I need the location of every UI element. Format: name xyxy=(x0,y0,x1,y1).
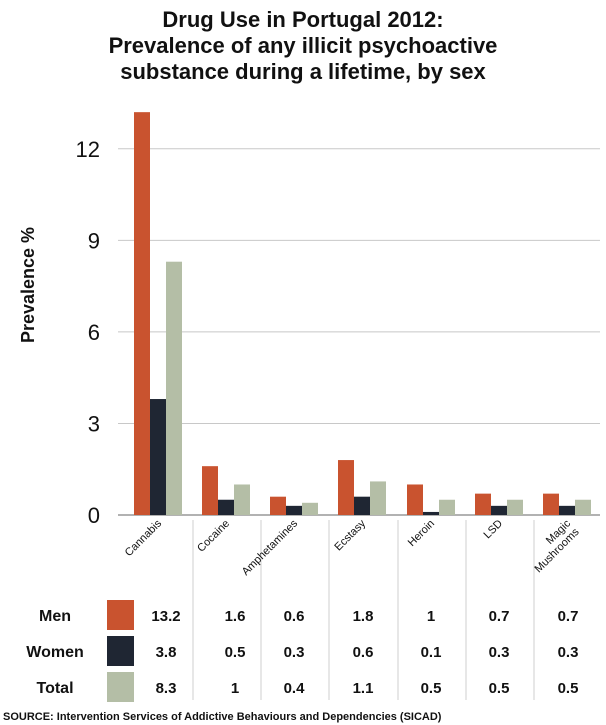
x-tick-label: Cocaine xyxy=(195,518,232,555)
x-tick-label: Heroin xyxy=(406,518,437,549)
bar-total xyxy=(166,261,182,515)
table-cell: 0.5 xyxy=(558,680,579,697)
bars xyxy=(134,112,591,516)
bar-women xyxy=(559,505,575,515)
legend-label-men: Men xyxy=(39,608,71,625)
chart-title-line: Prevalence of any illicit psychoactive xyxy=(109,33,498,58)
table-cell: 3.8 xyxy=(156,644,177,661)
table-cell: 8.3 xyxy=(156,680,177,697)
legend-label-women: Women xyxy=(26,644,83,661)
x-tick-label: Ecstasy xyxy=(332,517,368,553)
table-cell: 13.2 xyxy=(151,608,180,625)
x-tick-label: MagicMushrooms xyxy=(524,517,582,575)
chart-title-line: Drug Use in Portugal 2012: xyxy=(162,7,443,32)
table-cell: 1.8 xyxy=(353,608,374,625)
table-cell: 0.4 xyxy=(284,680,306,697)
bar-women xyxy=(150,399,166,515)
bar-total xyxy=(575,499,591,515)
table-cell: 0.3 xyxy=(489,644,510,661)
x-tick-label: LSD xyxy=(481,518,505,542)
table-cell: 0.3 xyxy=(558,644,579,661)
y-tick-label: 9 xyxy=(88,228,100,253)
x-tick-label: Cannabis xyxy=(123,517,165,559)
table-cell: 0.3 xyxy=(284,644,305,661)
bar-total xyxy=(234,484,250,515)
y-tick-label: 6 xyxy=(88,320,100,345)
table-cell: 0.1 xyxy=(421,644,442,661)
table-cell: 0.7 xyxy=(489,608,510,625)
y-tick-label: 0 xyxy=(88,503,100,528)
bar-men xyxy=(475,493,491,515)
table-cell: 0.5 xyxy=(225,644,246,661)
bar-men xyxy=(338,460,354,515)
bar-men xyxy=(134,112,150,516)
y-tick-label: 3 xyxy=(88,411,100,436)
bar-men xyxy=(270,496,286,515)
table-cell: 1.1 xyxy=(353,680,374,697)
table-cell: 1 xyxy=(427,608,435,625)
y-tick-label: 12 xyxy=(76,137,100,162)
data-table: Men 13.2 1.6 0.6 1.8 1 0.7 0.7 Women 3.8 0.5 0.3 0.6… xyxy=(26,600,578,702)
table-cell: 0.6 xyxy=(284,608,305,625)
bar-total xyxy=(507,499,523,515)
chart-title: Drug Use in Portugal 2012:Prevalence of … xyxy=(109,7,498,84)
gridlines xyxy=(118,148,600,516)
table-cell: 0.7 xyxy=(558,608,579,625)
bar-women xyxy=(354,496,370,515)
x-tick-label: Amphetamines xyxy=(240,517,301,578)
table-cell: 0.5 xyxy=(489,680,510,697)
legend-swatch-total xyxy=(107,672,134,702)
bar-men xyxy=(543,493,559,515)
chart-title-line: substance during a lifetime, by sex xyxy=(120,59,486,84)
source-note: SOURCE: Intervention Services of Addicti… xyxy=(3,711,442,723)
legend-label-total: Total xyxy=(36,680,73,697)
table-cell: 1.6 xyxy=(225,608,246,625)
bar-women xyxy=(286,505,302,515)
y-axis-ticks: 0 3 6 9 12 xyxy=(76,137,100,528)
bar-men xyxy=(407,484,423,515)
bar-men xyxy=(202,466,218,515)
bar-women xyxy=(423,511,439,515)
bar-women xyxy=(491,505,507,515)
bar-total xyxy=(370,481,386,515)
table-cell: 0.6 xyxy=(353,644,374,661)
legend-swatch-women xyxy=(107,636,134,666)
bar-women xyxy=(218,499,234,515)
table-cell: 0.5 xyxy=(421,680,442,697)
legend-swatch-men xyxy=(107,600,134,630)
table-cell: 1 xyxy=(231,680,239,697)
bar-total xyxy=(302,502,318,515)
bar-total xyxy=(439,499,455,515)
y-axis-label: Prevalence % xyxy=(18,227,38,343)
